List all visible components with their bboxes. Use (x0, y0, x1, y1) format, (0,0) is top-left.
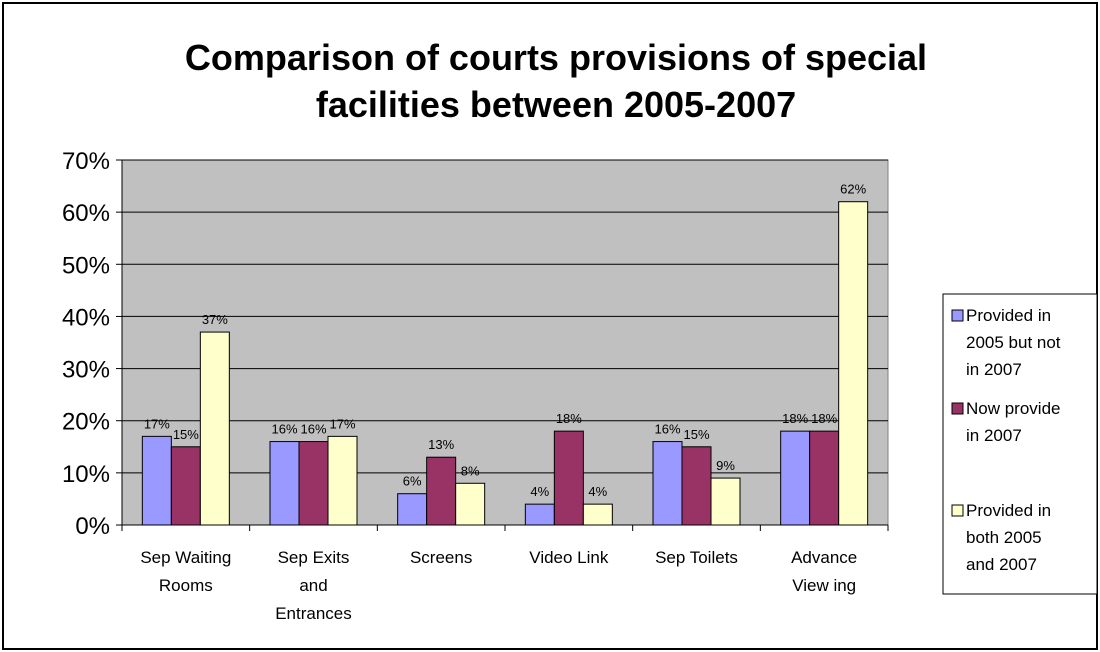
bar (553, 430, 584, 526)
y-tick-label: 70% (62, 148, 110, 175)
x-category-label: and (299, 576, 327, 595)
chart-title: Comparison of courts provisions of speci… (185, 37, 927, 125)
data-label: 6% (403, 474, 422, 489)
legend-label: and 2007 (966, 555, 1037, 574)
y-tick-label: 40% (62, 304, 110, 331)
legend-swatch (951, 309, 964, 322)
legend-label: Provided in (966, 306, 1051, 325)
data-label: 17% (144, 416, 170, 431)
bar (455, 482, 486, 526)
legend-swatch (951, 402, 964, 415)
x-category-label: Sep Toilets (655, 548, 738, 567)
x-category-label: Advance (791, 548, 857, 567)
data-label: 4% (530, 484, 549, 499)
data-label: 37% (202, 312, 228, 327)
data-label: 15% (683, 427, 709, 442)
legend-label: both 2005 (966, 528, 1042, 547)
legend-swatch (951, 504, 964, 517)
data-label: 16% (654, 422, 680, 437)
data-label: 18% (556, 411, 582, 426)
legend-label: 2005 but not (966, 333, 1061, 352)
bar (582, 503, 613, 526)
data-label: 17% (329, 416, 355, 431)
bar (327, 435, 358, 526)
y-tick-label: 20% (62, 409, 110, 436)
x-axis-categories: Sep Waiting Rooms Sep Exits and Entrances Scr… (121, 525, 889, 623)
chart-title-line: facilities between 2005-2007 (316, 84, 796, 125)
y-tick-label: 50% (62, 252, 110, 279)
data-label: 13% (428, 437, 454, 452)
y-axis-ticks: 0% 10% 20% 30% 40% 50% 60% 70% (62, 148, 888, 540)
bar (426, 456, 457, 526)
y-tick-label: 30% (62, 357, 110, 384)
data-label: 18% (782, 411, 808, 426)
data-label: 4% (588, 484, 607, 499)
y-tick-label: 60% (62, 200, 110, 227)
data-labels: 17%15%37%16% 16% 17%6%13%8%4%18%4%16% 15%9%… (144, 182, 867, 499)
bar (780, 430, 811, 526)
x-category-label: Sep Exits (278, 548, 350, 567)
bar (838, 201, 869, 526)
bar (710, 477, 741, 526)
data-label: 16% (271, 422, 297, 437)
data-label: 9% (716, 458, 735, 473)
data-label: 8% (461, 463, 480, 478)
bar (269, 441, 300, 526)
x-category-label: Rooms (159, 576, 213, 595)
legend-label: Now provide (966, 399, 1061, 418)
chart-title-line: Comparison of courts provisions of speci… (185, 37, 927, 78)
data-label: 18% (811, 411, 837, 426)
bar (397, 493, 428, 526)
legend: Provided in 2005 but not in 2007 Now provid… (942, 293, 1098, 595)
x-category-label: Entrances (275, 604, 352, 623)
legend-label: in 2007 (966, 426, 1022, 445)
y-tick-label: 0% (75, 513, 110, 540)
x-category-label: Sep Waiting (140, 548, 231, 567)
data-label: 15% (173, 427, 199, 442)
bar (199, 331, 230, 526)
bar (809, 430, 840, 526)
x-category-label: Screens (410, 548, 472, 567)
bar (681, 446, 712, 526)
plot-area (121, 159, 889, 526)
data-label: 62% (840, 182, 866, 197)
data-label: 16% (300, 422, 326, 437)
x-category-label: Video Link (529, 548, 609, 567)
bar (141, 435, 172, 526)
y-tick-label: 10% (62, 461, 110, 488)
legend-label: in 2007 (966, 360, 1022, 379)
bars (141, 201, 869, 526)
bar (652, 441, 683, 526)
legend-label: Provided in (966, 501, 1051, 520)
legend-box (942, 293, 1098, 595)
x-category-label: View ing (792, 576, 856, 595)
bar (298, 441, 329, 526)
bar (524, 503, 555, 526)
bar (170, 446, 201, 526)
